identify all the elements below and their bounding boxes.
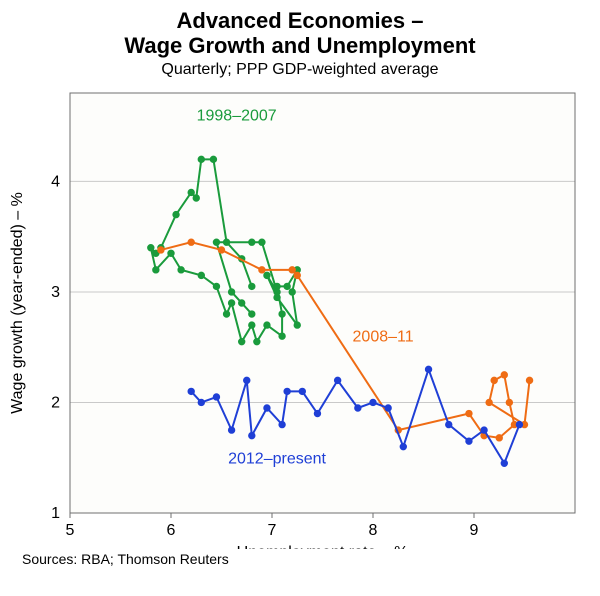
series-marker-1998-2007 [239,299,245,305]
series-marker-1998-2007 [284,283,290,289]
series-marker-2012-present [279,421,285,427]
series-marker-2012-present [228,426,234,432]
series-marker-1998-2007 [193,194,199,200]
series-marker-2012-present [188,388,194,394]
series-marker-2012-present [249,432,255,438]
series-marker-1998-2007 [213,239,219,245]
series-marker-2008-11 [218,246,224,252]
title-line-1: Advanced Economies – [0,8,600,33]
series-marker-2008-11 [486,399,492,405]
series-marker-1998-2007 [168,250,174,256]
series-marker-1998-2007 [264,321,270,327]
series-marker-2012-present [481,426,487,432]
source-text: Sources: RBA; Thomson Reuters [0,551,600,567]
ytick-label: 3 [51,284,60,301]
series-marker-2012-present [400,443,406,449]
series-marker-2012-present [355,404,361,410]
series-marker-2012-present [370,399,376,405]
ytick-label: 2 [51,394,60,411]
series-marker-2012-present [198,399,204,405]
series-marker-2012-present [516,421,522,427]
series-marker-2008-11 [188,239,194,245]
series-marker-1998-2007 [279,310,285,316]
series-marker-2008-11 [259,266,265,272]
chart-subtitle: Quarterly; PPP GDP-weighted average [0,61,600,79]
xtick-label: 6 [167,522,176,539]
series-marker-1998-2007 [178,266,184,272]
xtick-label: 7 [268,522,277,539]
series-marker-1998-2007 [264,272,270,278]
series-marker-1998-2007 [188,189,194,195]
series-marker-2012-present [446,421,452,427]
series-marker-2008-11 [501,371,507,377]
series-marker-2008-11 [491,377,497,383]
series-marker-1998-2007 [249,310,255,316]
series-marker-2008-11 [506,399,512,405]
series-marker-2012-present [299,388,305,394]
series-marker-2012-present [314,410,320,416]
series-marker-1998-2007 [228,299,234,305]
series-marker-2008-11 [158,246,164,252]
chart-svg: 1 2 3 4 5 6 7 8 9 1998–2007 2008–11 2012–present Wag… [0,79,600,549]
series-marker-1998-2007 [249,283,255,289]
series-marker-1998-2007 [274,288,280,294]
chart-title: Advanced Economies – Wage Growth and Une… [0,0,600,59]
series-marker-1998-2007 [210,156,216,162]
series-label-2008-11: 2008–11 [353,328,414,345]
series-marker-1998-2007 [249,239,255,245]
series-label-1998-2007: 1998–2007 [197,107,277,124]
series-marker-2012-present [334,377,340,383]
series-marker-2008-11 [526,377,532,383]
xtick-label: 8 [369,522,378,539]
xtick-label: 9 [470,522,479,539]
series-marker-2008-11 [466,410,472,416]
series-marker-2008-11 [294,272,300,278]
series-label-2012-present: 2012–present [228,450,326,467]
series-marker-2012-present [425,366,431,372]
series-marker-1998-2007 [289,288,295,294]
series-marker-1998-2007 [173,211,179,217]
series-marker-2008-11 [496,434,502,440]
series-marker-1998-2007 [259,239,265,245]
series-marker-1998-2007 [223,239,229,245]
series-marker-2008-11 [289,266,295,272]
series-marker-2012-present [284,388,290,394]
series-marker-1998-2007 [249,321,255,327]
series-marker-2012-present [501,460,507,466]
chart-container: Advanced Economies – Wage Growth and Une… [0,0,600,596]
series-marker-1998-2007 [148,244,154,250]
ytick-label: 1 [51,505,60,522]
series-marker-1998-2007 [198,156,204,162]
series-marker-1998-2007 [279,333,285,339]
series-marker-1998-2007 [228,288,234,294]
series-marker-2012-present [466,438,472,444]
series-marker-2012-present [264,404,270,410]
series-marker-1998-2007 [223,310,229,316]
series-marker-1998-2007 [254,338,260,344]
ylabel: Wage growth (year-ended) – % [9,192,26,414]
ytick-label: 4 [51,173,60,190]
xlabel: Unemployment rate – % [237,544,409,549]
series-marker-1998-2007 [294,321,300,327]
series-marker-2012-present [244,377,250,383]
series-marker-1998-2007 [239,338,245,344]
series-marker-1998-2007 [153,266,159,272]
series-marker-1998-2007 [198,272,204,278]
series-marker-2012-present [385,404,391,410]
series-marker-1998-2007 [213,283,219,289]
title-line-2: Wage Growth and Unemployment [0,33,600,58]
xtick-label: 5 [66,522,75,539]
series-marker-2012-present [213,393,219,399]
